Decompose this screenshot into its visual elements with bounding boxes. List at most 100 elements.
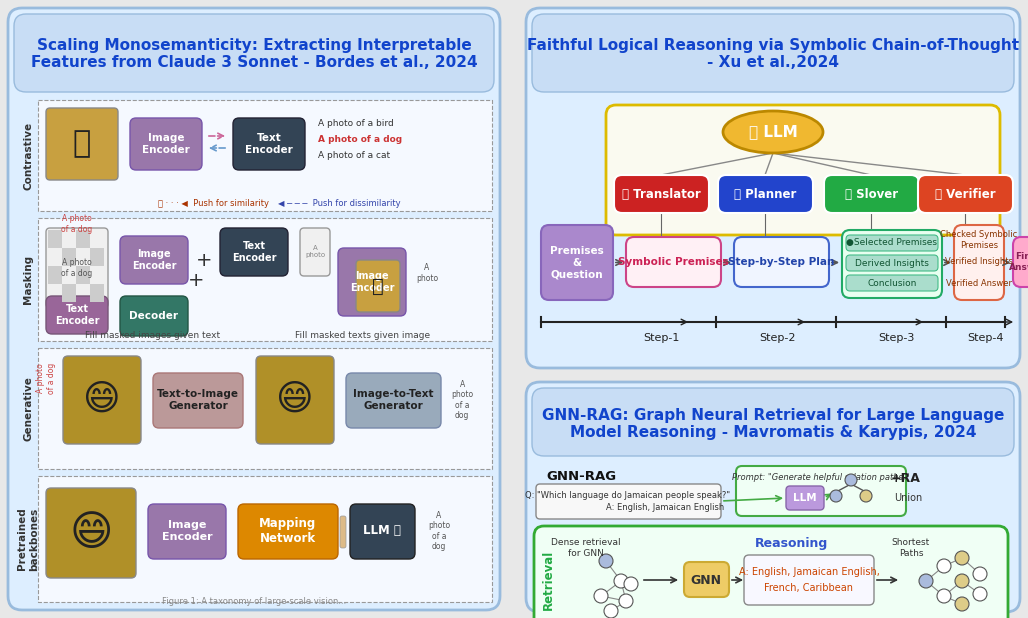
Bar xyxy=(76,266,90,284)
Text: Conclusion: Conclusion xyxy=(868,279,917,287)
FancyBboxPatch shape xyxy=(46,108,118,180)
FancyBboxPatch shape xyxy=(120,236,188,284)
FancyBboxPatch shape xyxy=(350,504,415,559)
Bar xyxy=(38,476,492,602)
Circle shape xyxy=(860,490,872,502)
Text: A photo of a cat: A photo of a cat xyxy=(318,151,390,161)
Text: A photo
of a dog: A photo of a dog xyxy=(36,362,56,394)
Text: ✨ LLM: ✨ LLM xyxy=(748,124,798,140)
FancyBboxPatch shape xyxy=(533,14,1014,92)
Text: A photo of a dog: A photo of a dog xyxy=(318,135,402,145)
Circle shape xyxy=(955,574,969,588)
Circle shape xyxy=(624,577,638,591)
Text: Pretrained
backbones: Pretrained backbones xyxy=(17,507,39,570)
Bar xyxy=(76,230,90,248)
Text: Derived Insights: Derived Insights xyxy=(855,258,929,268)
Text: Prompt: "Generate helpful relation paths.": Prompt: "Generate helpful relation paths… xyxy=(732,473,910,483)
FancyBboxPatch shape xyxy=(718,175,813,213)
Text: Image
Encoder: Image Encoder xyxy=(350,271,395,293)
FancyBboxPatch shape xyxy=(534,526,1008,618)
Text: A photo
of a dog: A photo of a dog xyxy=(62,214,93,234)
FancyBboxPatch shape xyxy=(346,373,441,428)
Text: Step-3: Step-3 xyxy=(878,333,914,343)
Text: Contrastive: Contrastive xyxy=(23,122,33,190)
Circle shape xyxy=(599,554,613,568)
Circle shape xyxy=(972,567,987,581)
FancyBboxPatch shape xyxy=(846,275,938,291)
FancyBboxPatch shape xyxy=(220,228,288,276)
Bar xyxy=(90,248,104,266)
FancyBboxPatch shape xyxy=(536,484,721,519)
Text: Step-2: Step-2 xyxy=(760,333,797,343)
Text: Decoder: Decoder xyxy=(130,311,179,321)
Text: 🐕: 🐕 xyxy=(372,276,383,295)
Text: GNN-RAG: GNN-RAG xyxy=(546,470,616,483)
FancyBboxPatch shape xyxy=(46,228,108,308)
Text: Scaling Monosemanticity: Extracting Interpretable
Features from Claude 3 Sonnet : Scaling Monosemanticity: Extracting Inte… xyxy=(31,38,477,70)
Text: A
photo: A photo xyxy=(305,245,325,258)
Text: 🔴 · · · ◀  Push for similarity: 🔴 · · · ◀ Push for similarity xyxy=(158,198,269,208)
Circle shape xyxy=(845,474,857,486)
FancyBboxPatch shape xyxy=(340,516,346,548)
Text: Figure 1: A taxonomy of large-scale vision...: Figure 1: A taxonomy of large-scale visi… xyxy=(161,598,346,606)
Circle shape xyxy=(604,604,618,618)
FancyBboxPatch shape xyxy=(533,388,1014,456)
Text: Fill masked images given text: Fill masked images given text xyxy=(85,331,221,339)
FancyBboxPatch shape xyxy=(684,562,729,597)
Bar xyxy=(62,284,76,302)
Text: Generative: Generative xyxy=(23,376,33,441)
FancyBboxPatch shape xyxy=(256,356,334,444)
Text: Mapping
Network: Mapping Network xyxy=(259,517,317,545)
FancyBboxPatch shape xyxy=(526,382,1020,612)
FancyBboxPatch shape xyxy=(846,235,938,251)
FancyBboxPatch shape xyxy=(148,504,226,559)
FancyBboxPatch shape xyxy=(153,373,243,428)
Text: Symbolic Premises: Symbolic Premises xyxy=(618,257,729,267)
Text: GNN-RAG: Graph Neural Retrieval for Large Language
Model Reasoning - Mavromatis : GNN-RAG: Graph Neural Retrieval for Larg… xyxy=(542,408,1004,440)
Bar xyxy=(90,284,104,302)
Text: Text-to-Image
Generator: Text-to-Image Generator xyxy=(157,389,238,411)
Bar xyxy=(62,248,76,266)
Text: A
photo: A photo xyxy=(416,263,438,282)
Circle shape xyxy=(972,587,987,601)
Circle shape xyxy=(955,551,969,565)
Text: Step-1: Step-1 xyxy=(642,333,680,343)
Text: Text
Encoder: Text Encoder xyxy=(54,304,100,326)
Text: A
photo
of a
dog: A photo of a dog xyxy=(428,511,450,551)
Text: 🔔 Verifier: 🔔 Verifier xyxy=(935,187,996,200)
Text: Premises
&
Question: Premises & Question xyxy=(550,246,603,279)
Bar xyxy=(38,348,492,469)
FancyBboxPatch shape xyxy=(626,237,721,287)
Text: Q: "Which language do Jamaican people speak?": Q: "Which language do Jamaican people sp… xyxy=(525,491,731,499)
FancyBboxPatch shape xyxy=(46,296,108,334)
Bar xyxy=(38,100,492,211)
Text: GNN: GNN xyxy=(691,574,722,586)
Text: Shortest
Paths: Shortest Paths xyxy=(892,538,930,557)
Text: 😄: 😄 xyxy=(83,383,121,417)
Text: Final
Answer: Final Answer xyxy=(1009,252,1028,272)
Bar xyxy=(48,230,62,248)
Text: LLM: LLM xyxy=(794,493,817,503)
FancyBboxPatch shape xyxy=(14,14,494,92)
Text: Text
Encoder: Text Encoder xyxy=(245,133,293,154)
Circle shape xyxy=(937,589,951,603)
FancyBboxPatch shape xyxy=(120,296,188,336)
Text: Masking: Masking xyxy=(23,255,33,304)
FancyBboxPatch shape xyxy=(954,225,1004,300)
Text: 😄: 😄 xyxy=(277,383,314,417)
Text: Image-to-Text
Generator: Image-to-Text Generator xyxy=(353,389,433,411)
Text: Image
Encoder: Image Encoder xyxy=(142,133,190,154)
FancyBboxPatch shape xyxy=(526,8,1020,368)
FancyBboxPatch shape xyxy=(63,356,141,444)
Text: Verified Answer: Verified Answer xyxy=(946,279,1012,289)
Text: Image
Encoder: Image Encoder xyxy=(132,249,176,271)
Text: Verified Insights: Verified Insights xyxy=(945,258,1013,266)
Text: LLM ✨: LLM ✨ xyxy=(363,525,401,538)
Ellipse shape xyxy=(723,111,823,153)
FancyBboxPatch shape xyxy=(238,504,338,559)
Text: Dense retrieval
for GNN: Dense retrieval for GNN xyxy=(551,538,621,557)
Circle shape xyxy=(919,574,933,588)
FancyBboxPatch shape xyxy=(300,228,330,276)
FancyBboxPatch shape xyxy=(356,260,400,312)
Text: Step-4: Step-4 xyxy=(967,333,1004,343)
